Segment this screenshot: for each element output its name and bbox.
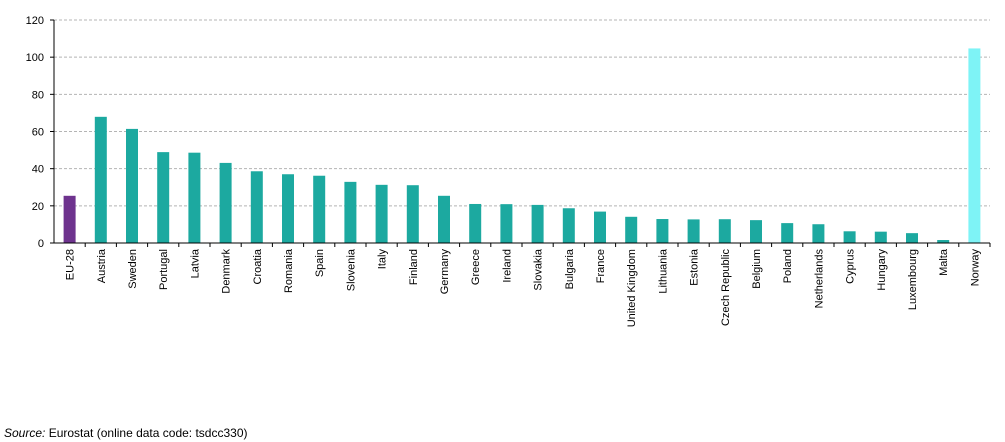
x-tick-label: Norway xyxy=(969,249,981,287)
x-tick-label: Bulgaria xyxy=(564,248,576,289)
bar-greece xyxy=(469,203,482,243)
source-text: Eurostat (online data code: tsdcc330) xyxy=(48,426,248,440)
bar-estonia xyxy=(687,219,700,243)
x-tick-label: Finland xyxy=(408,249,420,285)
bar-slovenia xyxy=(344,181,357,243)
bar-belgium xyxy=(750,220,762,243)
bar-romania xyxy=(282,174,294,243)
bar-austria xyxy=(94,116,107,243)
x-tick-label: Poland xyxy=(782,249,794,283)
x-tick-label: Belgium xyxy=(751,249,763,289)
bar-france xyxy=(594,211,606,243)
x-tick-label: Ireland xyxy=(501,249,513,283)
x-tick-label: France xyxy=(595,249,607,283)
bar-united-kingdom xyxy=(625,216,638,243)
bar-italy xyxy=(375,184,388,243)
x-tick-label: EU-28 xyxy=(65,249,77,280)
bar-spain xyxy=(313,175,326,243)
x-tick-label: Germany xyxy=(439,249,451,295)
bar-eu-28 xyxy=(63,195,76,243)
x-tick-label: Estonia xyxy=(689,248,701,286)
source-label: Source: xyxy=(4,426,46,440)
y-tick-label: 40 xyxy=(32,164,44,176)
x-tick-label: Czech Republic xyxy=(720,249,732,327)
x-tick-label: Latvia xyxy=(189,248,201,278)
x-tick-label: Sweden xyxy=(127,249,139,289)
bar-norway xyxy=(968,48,981,244)
x-tick-label: Netherlands xyxy=(813,249,825,309)
x-tick-label: Spain xyxy=(314,249,326,277)
bar-finland xyxy=(406,185,419,243)
bar-sweden xyxy=(126,128,138,243)
x-tick-label: Cyprus xyxy=(845,249,857,284)
bar-poland xyxy=(781,223,794,243)
x-tick-label: Romania xyxy=(283,248,295,293)
x-tick-label: Lithuania xyxy=(657,248,669,294)
axes xyxy=(50,19,991,247)
y-tick-label: 80 xyxy=(32,89,44,101)
bar-germany xyxy=(438,195,450,243)
x-tick-label: Greece xyxy=(470,249,482,285)
bar-portugal xyxy=(157,152,170,243)
x-tick-label: Luxembourg xyxy=(907,249,919,310)
y-tick-label: 60 xyxy=(32,127,44,139)
x-tick-label: Austria xyxy=(96,248,108,283)
y-tick-label: 20 xyxy=(32,201,44,213)
bar-croatia xyxy=(250,171,263,243)
bars xyxy=(63,48,981,244)
bar-ireland xyxy=(500,204,513,243)
x-tick-label: Hungary xyxy=(876,249,888,291)
gridlines xyxy=(54,19,990,207)
x-tick-label: Italy xyxy=(377,249,389,270)
x-tick-label: Croatia xyxy=(252,248,264,284)
bar-hungary xyxy=(874,231,887,243)
x-tick-labels: EU-28 Austria Sweden Portugal Latvia Denmark C… xyxy=(65,248,982,327)
source-note: Source: Eurostat (online data code: tsdc… xyxy=(4,426,248,440)
bar-chart: 0 20 40 60 80 100 120 EU-28 Austria Sweden Portug… xyxy=(26,15,991,327)
x-tick-label: United Kingdom xyxy=(626,249,638,327)
bar-luxembourg xyxy=(906,233,918,243)
bar-czech-republic xyxy=(718,219,731,243)
bar-netherlands xyxy=(812,224,825,243)
x-tick-label: Slovenia xyxy=(345,248,357,291)
bar-malta xyxy=(937,240,950,243)
bar-cyprus xyxy=(843,231,856,243)
y-tick-label: 100 xyxy=(26,52,44,64)
y-tick-labels: 0 20 40 60 80 100 120 xyxy=(26,15,44,250)
bar-denmark xyxy=(219,162,232,243)
x-tick-label: Denmark xyxy=(221,249,233,294)
bar-latvia xyxy=(188,152,201,243)
y-tick-label: 0 xyxy=(38,238,44,250)
bar-slovakia xyxy=(531,204,544,243)
bar-bulgaria xyxy=(562,208,575,243)
x-tick-label: Slovakia xyxy=(533,248,545,290)
x-tick-label: Portugal xyxy=(158,249,170,290)
bar-lithuania xyxy=(656,219,669,243)
y-tick-label: 120 xyxy=(26,15,44,27)
x-tick-label: Malta xyxy=(938,248,950,276)
